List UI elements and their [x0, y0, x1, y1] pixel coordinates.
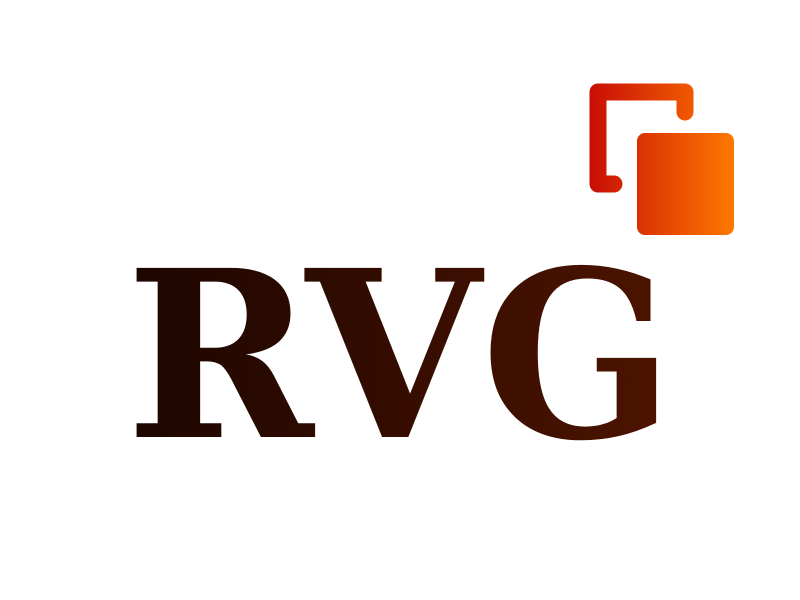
front-square [637, 133, 734, 235]
back-square-outline [589, 83, 694, 193]
wordmark: RVG [126, 219, 674, 492]
copy-squares-icon [589, 83, 734, 235]
